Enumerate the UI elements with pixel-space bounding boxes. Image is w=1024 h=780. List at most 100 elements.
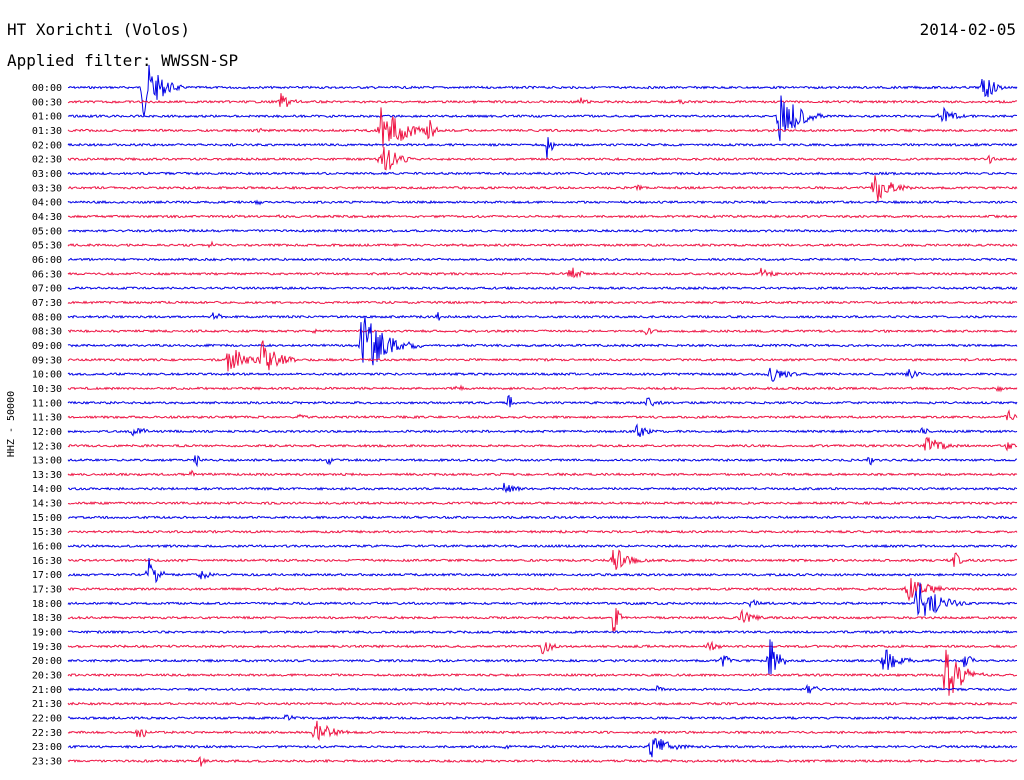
trace-line [67, 257, 1018, 262]
trace-line [67, 394, 1018, 408]
hour-label: 16:30 [32, 556, 62, 567]
hour-label: 20:00 [32, 656, 62, 667]
trace-line [68, 482, 1018, 494]
trace-line [67, 312, 1018, 321]
trace-line [67, 137, 1018, 160]
trace-line [67, 720, 1018, 742]
hour-label: 11:00 [32, 398, 62, 409]
trace-line [67, 755, 1018, 767]
trace-line [67, 285, 1018, 291]
hour-label: 17:00 [32, 570, 62, 581]
hour-label: 09:00 [32, 341, 62, 352]
hour-label: 03:30 [32, 183, 62, 194]
hour-label: 14:30 [32, 499, 62, 510]
trace-line [67, 469, 1018, 477]
hour-label: 18:00 [32, 599, 62, 610]
hour-label: 17:30 [32, 585, 62, 596]
trace-line [67, 640, 1018, 655]
hour-label: 06:00 [32, 255, 62, 266]
trace-line [67, 171, 1018, 176]
trace-line [67, 423, 1018, 438]
hour-label: 09:30 [32, 355, 62, 366]
trace-line [67, 199, 1018, 206]
trace-line [67, 529, 1018, 534]
hour-label: 01:00 [32, 112, 62, 123]
hour-label: 22:00 [32, 714, 62, 725]
hour-label: 18:30 [32, 613, 62, 624]
trace-line [67, 701, 1018, 706]
hour-label: 04:30 [32, 212, 62, 223]
trace-line [67, 683, 1018, 694]
hour-label: 19:00 [32, 628, 62, 639]
trace-line [67, 629, 1018, 635]
trace-line [67, 409, 1018, 421]
trace-line [67, 455, 1017, 468]
trace-line [67, 107, 1018, 148]
station-title: HT Xorichti (Volos) [7, 20, 191, 39]
hour-label: 23:00 [32, 742, 62, 753]
trace-line [67, 240, 1018, 249]
hour-label: 22:30 [32, 728, 62, 739]
hour-label: 19:30 [32, 642, 62, 653]
trace-line [67, 384, 1018, 393]
hour-label: 13:00 [32, 456, 62, 467]
hour-label: 14:00 [32, 484, 62, 495]
trace-line [68, 327, 1018, 336]
trace-line [67, 228, 1018, 233]
hour-label: 05:00 [32, 226, 62, 237]
trace-line [67, 316, 1018, 366]
trace-line [67, 436, 1018, 452]
trace-line [67, 738, 1018, 758]
hour-label: 00:30 [32, 97, 62, 108]
trace-line [67, 367, 1018, 382]
filter-label: Applied filter: WWSSN-SP [7, 51, 239, 70]
trace-line [67, 175, 1018, 202]
trace-line [67, 93, 1018, 107]
hour-label: 10:30 [32, 384, 62, 395]
trace-line [67, 340, 1018, 372]
trace-line [68, 557, 1018, 584]
hour-label: 21:00 [32, 685, 62, 696]
hour-label: 03:00 [32, 169, 62, 180]
trace-line [67, 267, 1018, 279]
trace-line [67, 95, 1018, 142]
trace-line [67, 549, 1018, 570]
hour-label: 06:30 [32, 269, 62, 280]
hour-label: 13:30 [32, 470, 62, 481]
trace-line [67, 714, 1018, 721]
hour-label: 21:30 [32, 699, 62, 710]
hour-label: 04:00 [32, 198, 62, 209]
trace-line [67, 64, 1018, 117]
y-axis-label: HHZ - 50000 [6, 391, 17, 457]
hour-label: 15:30 [32, 527, 62, 538]
hour-label: 20:30 [32, 671, 62, 682]
hour-label: 07:00 [32, 284, 62, 295]
trace-line [67, 578, 1018, 602]
hour-label: 10:00 [32, 370, 62, 381]
hour-label: 15:00 [32, 513, 62, 524]
date-label: 2014-02-05 [919, 20, 1016, 39]
trace-line [67, 639, 1017, 675]
trace-line [67, 582, 1018, 616]
trace-line [67, 300, 1018, 305]
hour-label: 08:30 [32, 327, 62, 338]
hour-label: 05:30 [32, 241, 62, 252]
hour-label: 23:30 [32, 757, 62, 768]
trace-line [67, 515, 1018, 520]
hour-label: 00:00 [32, 83, 62, 94]
hour-label: 08:00 [32, 312, 62, 323]
hour-label: 01:30 [32, 126, 62, 137]
trace-line [67, 649, 1017, 696]
hour-label: 02:30 [32, 155, 62, 166]
hour-label: 07:30 [32, 298, 62, 309]
trace-line [67, 213, 1018, 219]
trace-line [67, 543, 1018, 549]
hour-label: 02:00 [32, 140, 62, 151]
trace-line [67, 147, 1018, 171]
hour-label: 11:30 [32, 413, 62, 424]
hour-label: 12:30 [32, 441, 62, 452]
hour-label: 16:00 [32, 542, 62, 553]
trace-line [67, 500, 1018, 506]
trace-line [67, 608, 1018, 633]
